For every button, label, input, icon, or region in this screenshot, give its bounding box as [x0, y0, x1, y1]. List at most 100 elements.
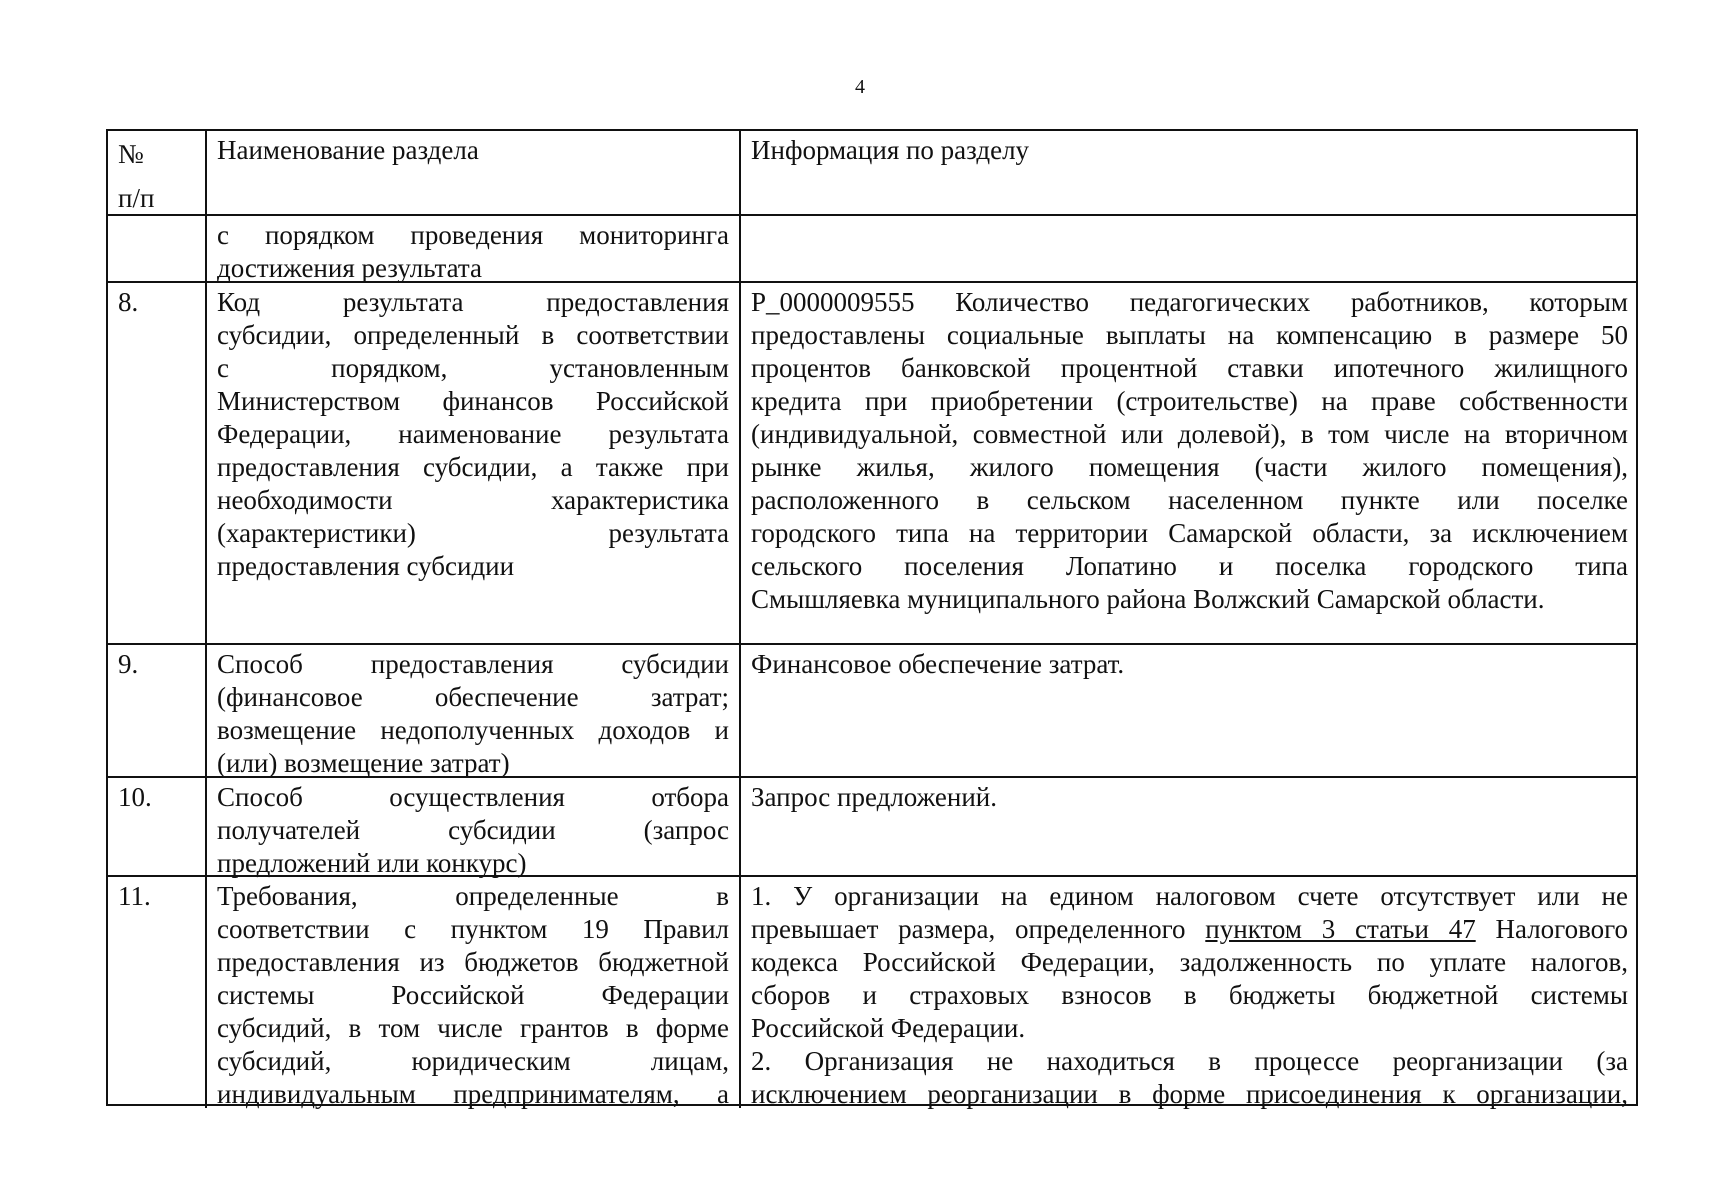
header-section-name: Наименование раздела [205, 131, 739, 216]
section-info-line: превышает размера, определенного пунктом… [751, 913, 1628, 946]
row-number: 10. [118, 782, 152, 812]
section-name-line: получателей субсидии (запрос [217, 814, 729, 847]
section-name-line: предложений или конкурс) [217, 847, 729, 880]
section-name-line: предоставления из бюджетов бюджетной [217, 946, 729, 979]
line-text: с порядком, установленным [217, 353, 729, 383]
line-text: исключением реорганизации в форме присое… [751, 1079, 1628, 1109]
header-section-name-label: Наименование раздела [217, 135, 479, 165]
line-text: получателей субсидии (запрос [217, 815, 729, 845]
row-number: 11. [118, 881, 151, 911]
section-name-cell: Способ осуществления отбора получателей с… [205, 778, 739, 878]
line-text: (финансовое обеспечение затрат; [217, 682, 729, 712]
line-text: Финансовое обеспечение затрат. [751, 649, 1125, 679]
section-name-line: Способ осуществления отбора [217, 781, 729, 814]
line-text: Российской Федерации. [751, 1013, 1026, 1043]
row-number: 9. [118, 649, 139, 679]
section-info-line: процентов банковской процентной ставки и… [751, 352, 1628, 385]
row-number: 8. [118, 287, 139, 317]
table-row: 9. Способ предоставления субсидии (финансо… [108, 643, 1638, 778]
line-text: достижения результата [217, 253, 483, 283]
section-name-line: Министерством финансов Российской [217, 385, 729, 418]
section-name-line: Федерации, наименование результата [217, 418, 729, 451]
line-text: Федерации, наименование результата [217, 419, 729, 449]
section-name-line: предоставления субсидии [217, 550, 729, 583]
section-info-line: P_0000009555 Количество педагогических р… [751, 286, 1628, 319]
row-number-cell: 11. [108, 877, 205, 1108]
line-text: системы Российской Федерации [217, 980, 729, 1010]
section-info-line: сельского поселения Лопатино и поселка г… [751, 550, 1628, 583]
line-text: предоставлены социальные выплаты на комп… [751, 320, 1628, 350]
section-info-cell: Финансовое обеспечение затрат. [739, 645, 1638, 776]
line-text: предоставления субсидии [217, 551, 515, 581]
line-text: расположенного в сельском населенном пун… [751, 485, 1628, 515]
table-row: с порядком проведения мониторинга достиже… [108, 214, 1638, 283]
section-name-cell: Требования, определенные в соответствии с… [205, 877, 739, 1111]
section-name-line: достижения результата [217, 252, 729, 285]
header-section-info-label: Информация по разделу [751, 135, 1030, 165]
page-number: 4 [855, 76, 865, 98]
line-text: сельского поселения Лопатино и поселка г… [751, 551, 1628, 581]
section-info-line: 1. У организации на едином налоговом сче… [751, 880, 1628, 913]
section-info-line: (индивидуальной, совместной или долевой)… [751, 418, 1628, 451]
line-text: Требования, определенные в [217, 881, 729, 911]
section-name-line: Требования, определенные в [217, 880, 729, 913]
section-name-line: Способ предоставления субсидии [217, 648, 729, 681]
line-text: Код результата предоставления [217, 287, 729, 317]
section-info-line: городского типа на территории Самарской … [751, 517, 1628, 550]
line-text: Способ предоставления субсидии [217, 649, 729, 679]
section-info-line: рынке жилья, жилого помещения (части жил… [751, 451, 1628, 484]
line-text: кодекса Российской Федерации, задолженно… [751, 947, 1628, 977]
line-text: процентов банковской процентной ставки и… [751, 353, 1628, 383]
section-name-cell: Способ предоставления субсидии (финансово… [205, 645, 739, 778]
section-name-line: с порядком, установленным [217, 352, 729, 385]
line-text: 1. У организации на едином налоговом сче… [751, 881, 1628, 911]
header-section-info: Информация по разделу [739, 131, 1638, 216]
line-text: возмещение недополученных доходов и [217, 715, 729, 745]
line-text: субсидий, юридическим лицам, [217, 1046, 729, 1076]
section-info-cell: Запрос предложений. [739, 778, 1638, 875]
section-info-line: Смышляевка муниципального района Волжски… [751, 583, 1628, 616]
section-name-line: Код результата предоставления [217, 286, 729, 319]
section-name-cell: Код результата предоставления субсидии, о… [205, 283, 739, 643]
line-text: превышает размера, определенного [751, 914, 1186, 944]
section-info-line: сборов и страховых взносов в бюджеты бюд… [751, 979, 1628, 1012]
section-info-line: Запрос предложений. [751, 781, 1628, 814]
section-info-line: исключением реорганизации в форме присое… [751, 1078, 1628, 1111]
section-info-line: кодекса Российской Федерации, задолженно… [751, 946, 1628, 979]
line-text: кредита при приобретении (строительстве)… [751, 386, 1628, 416]
section-info-line: Финансовое обеспечение затрат. [751, 648, 1628, 681]
section-name-cell: с порядком проведения мониторинга достиже… [205, 216, 739, 283]
section-name-line: соответствии с пунктом 19 Правил [217, 913, 729, 946]
section-info-line: расположенного в сельском населенном пун… [751, 484, 1628, 517]
table-header-row: № п/п Наименование раздела Информация по… [108, 131, 1636, 216]
row-number-cell: 9. [108, 645, 205, 776]
section-info-line: Российской Федерации. [751, 1012, 1628, 1045]
header-number-column: № п/п [108, 131, 205, 216]
table-row: 8. Код результата предоставления субсидии,… [108, 281, 1636, 643]
section-name-line: индивидуальным предпринимателям, а [217, 1078, 729, 1111]
row-number-cell [108, 216, 205, 281]
line-text: рынке жилья, жилого помещения (части жил… [751, 452, 1628, 482]
table-row: 11. Требования, определенные в соответстви… [108, 875, 1638, 1111]
section-info-cell [739, 216, 1638, 281]
section-info-line: 2. Организация не находиться в процессе … [751, 1045, 1628, 1078]
law-reference-link[interactable]: пунктом 3 статьи 47 [1205, 914, 1476, 944]
header-number-label: п/п [118, 183, 155, 213]
section-name-line: (характеристики) результата [217, 517, 729, 550]
section-name-line: субсидий, юридическим лицам, [217, 1045, 729, 1078]
section-info-cell: 1. У организации на едином налоговом сче… [739, 877, 1638, 1111]
row-number [118, 219, 161, 252]
section-name-line: предоставления субсидии, а также при [217, 451, 729, 484]
line-text: сборов и страховых взносов в бюджеты бюд… [751, 980, 1628, 1010]
line-text: субсидий, в том числе грантов в форме [217, 1013, 729, 1043]
line-text: с порядком проведения мониторинга [217, 220, 729, 250]
section-info-line: предоставлены социальные выплаты на комп… [751, 319, 1628, 352]
row-number-cell: 8. [108, 283, 205, 643]
line-text: Способ осуществления отбора [217, 782, 729, 812]
section-name-line: (или) возмещение затрат) [217, 747, 729, 780]
section-name-line: возмещение недополученных доходов и [217, 714, 729, 747]
line-text: Налогового [1495, 914, 1629, 944]
line-text: Запрос предложений. [751, 782, 998, 812]
line-text: (индивидуальной, совместной или долевой)… [751, 419, 1628, 449]
section-name-line: субсидий, в том числе грантов в форме [217, 1012, 729, 1045]
